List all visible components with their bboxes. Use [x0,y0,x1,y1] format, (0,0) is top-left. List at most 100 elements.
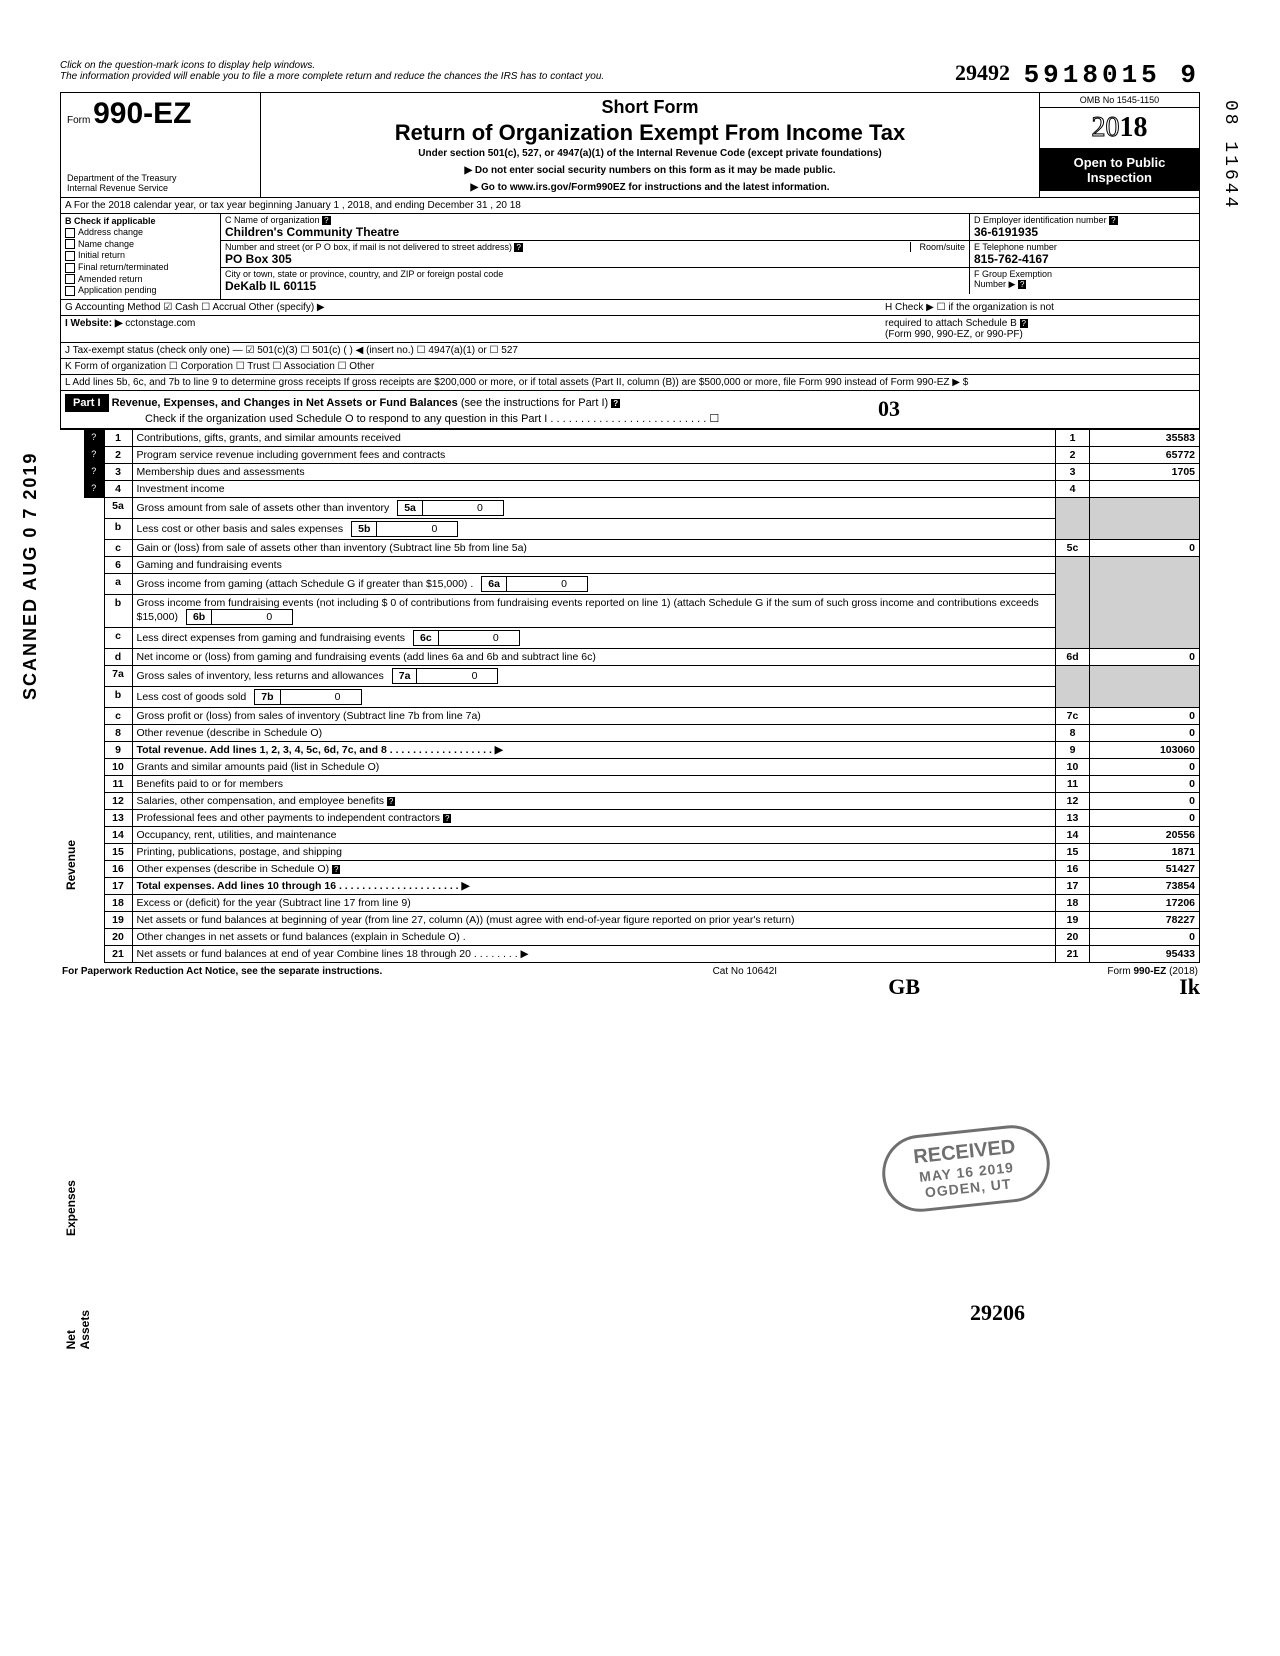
phone-value: 815-762-4167 [974,252,1195,266]
table-row: 20Other changes in net assets or fund ba… [84,928,1200,945]
open-to-public: Open to Public Inspection [1040,149,1199,191]
table-row: 21Net assets or fund balances at end of … [84,945,1200,962]
side-number: 08 11644 [1220,100,1240,210]
part1-header: Part I Revenue, Expenses, and Changes in… [60,391,1200,430]
table-row: 9Total revenue. Add lines 1, 2, 3, 4, 5c… [84,741,1200,758]
table-row: 11Benefits paid to or for members110 [84,775,1200,792]
page-footer: For Paperwork Reduction Act Notice, see … [60,963,1200,980]
schedule-b-note: required to attach Schedule B [885,318,1017,329]
row-j-tax-status: J Tax-exempt status (check only one) — ☑… [60,343,1200,359]
help-icon[interactable]: ? [443,814,451,823]
part1-suffix: (see the instructions for Part I) [461,397,608,409]
table-row: 17Total expenses. Add lines 10 through 1… [84,877,1200,894]
chk-initial[interactable] [65,251,75,261]
table-row: 16Other expenses (describe in Schedule O… [84,860,1200,877]
scanned-stamp: SCANNED AUG 0 7 2019 [20,452,41,700]
footer-mid: Cat No 10642I [713,966,778,977]
handwritten-29206: 29206 [970,1300,1025,1326]
ssn-warning: ▶ Do not enter social security numbers o… [269,165,1031,176]
table-row: aGross income from gaming (attach Schedu… [84,573,1200,594]
handwritten-ik: Ik [1179,974,1200,1000]
label-org-name: C Name of organization [225,215,320,225]
table-row: 15Printing, publications, postage, and s… [84,843,1200,860]
handwritten-gb: GB [888,974,920,1000]
org-name: Children's Community Theatre [225,225,965,239]
website-value: cctonstage.com [125,318,195,329]
help-icon[interactable]: ? [84,463,104,480]
part1-check: Check if the organization used Schedule … [65,412,1195,425]
room-suite: Room/suite [910,242,965,252]
label-city: City or town, state or province, country… [225,269,503,279]
label-group-exemption: F Group Exemption [974,269,1052,279]
label-phone: E Telephone number [974,242,1057,252]
table-row: 13Professional fees and other payments t… [84,809,1200,826]
help-icon[interactable]: ? [611,399,620,408]
table-row: 12Salaries, other compensation, and empl… [84,792,1200,809]
table-row: 8Other revenue (describe in Schedule O)8… [84,724,1200,741]
help-icon[interactable]: ? [1020,319,1028,328]
table-row: 6Gaming and fundraising events [84,556,1200,573]
footer-left: For Paperwork Reduction Act Notice, see … [62,966,382,977]
part1-title: Revenue, Expenses, and Changes in Net As… [112,397,458,409]
side-label-expenses: Expenses [64,1180,78,1236]
city-value: DeKalb IL 60115 [225,279,316,293]
goto-link: ▶ Go to www.irs.gov/Form990EZ for instru… [269,182,1031,193]
title-short-form: Short Form [269,97,1031,118]
side-label-netassets: Net Assets [64,1310,92,1349]
side-label-revenue: Revenue [64,840,78,890]
section-b: B Check if applicable Address change Nam… [61,214,221,299]
website-label: I Website: ▶ [65,318,123,329]
chk-amended[interactable] [65,274,75,284]
lines-table: ?1Contributions, gifts, grants, and simi… [84,430,1200,963]
help-icon[interactable]: ? [387,797,395,806]
table-row: ?1Contributions, gifts, grants, and simi… [84,430,1200,447]
help-icon[interactable]: ? [332,865,340,874]
handwritten-top: 29492 [955,60,1010,86]
table-row: ?3Membership dues and assessments31705 [84,463,1200,480]
help-icon[interactable]: ? [322,216,330,225]
address-value: PO Box 305 [225,252,965,266]
help-icon[interactable]: ? [514,243,522,252]
title-return: Return of Organization Exempt From Incom… [269,120,1031,146]
schedule-b-forms: (Form 990, 990-EZ, or 990-PF) [885,329,1023,340]
row-g-accounting: G Accounting Method ☑ Cash ☐ Accrual Oth… [60,300,1200,316]
table-row: dNet income or (loss) from gaming and fu… [84,648,1200,665]
table-row: 18Excess or (deficit) for the year (Subt… [84,894,1200,911]
omb-number: OMB No 1545-1150 [1040,93,1199,108]
accounting-method: G Accounting Method ☑ Cash ☐ Accrual Oth… [65,302,885,313]
hint-line1: Click on the question-mark icons to disp… [60,60,1016,71]
hint-text: Click on the question-mark icons to disp… [60,60,1016,82]
table-row: cGross profit or (loss) from sales of in… [84,707,1200,724]
chk-pending[interactable] [65,286,75,296]
chk-name[interactable] [65,239,75,249]
table-row: cGain or (loss) from sale of assets othe… [84,539,1200,556]
help-icon[interactable]: ? [84,430,104,447]
table-row: 5aGross amount from sale of assets other… [84,497,1200,518]
table-row: 14Occupancy, rent, utilities, and mainte… [84,826,1200,843]
help-icon[interactable]: ? [1018,280,1026,289]
help-icon[interactable]: ? [84,446,104,463]
table-row: 19Net assets or fund balances at beginni… [84,911,1200,928]
table-row: ?4Investment income4 [84,480,1200,497]
handwritten-03: 03 [878,396,900,422]
help-icon[interactable]: ? [84,480,104,497]
tax-year: 2018 [1040,108,1199,149]
received-stamp: RECEIVED MAY 16 2019 OGDEN, UT [878,1121,1053,1215]
label-ein: D Employer identification number [974,215,1107,225]
row-i-website: I Website: ▶ cctonstage.com required to … [60,316,1200,343]
form-header: Form 990-EZ Department of the Treasury I… [60,92,1200,198]
table-row: bLess cost or other basis and sales expe… [84,518,1200,539]
group-number-label: Number ▶ [974,279,1015,289]
dln-number: 5918015 9 [1024,60,1200,90]
dept-treasury: Department of the Treasury Internal Reve… [67,173,254,193]
section-b-title: B Check if applicable [65,216,216,226]
chk-final[interactable] [65,263,75,273]
help-icon[interactable]: ? [1109,216,1117,225]
table-row: bLess cost of goods sold7b0 [84,686,1200,707]
table-row: 7aGross sales of inventory, less returns… [84,665,1200,686]
form-number: Form 990-EZ [67,97,254,131]
chk-address[interactable] [65,228,75,238]
table-row: cLess direct expenses from gaming and fu… [84,627,1200,648]
section-bcde: B Check if applicable Address change Nam… [60,214,1200,300]
row-l-gross-receipts: L Add lines 5b, 6c, and 7b to line 9 to … [60,375,1200,391]
